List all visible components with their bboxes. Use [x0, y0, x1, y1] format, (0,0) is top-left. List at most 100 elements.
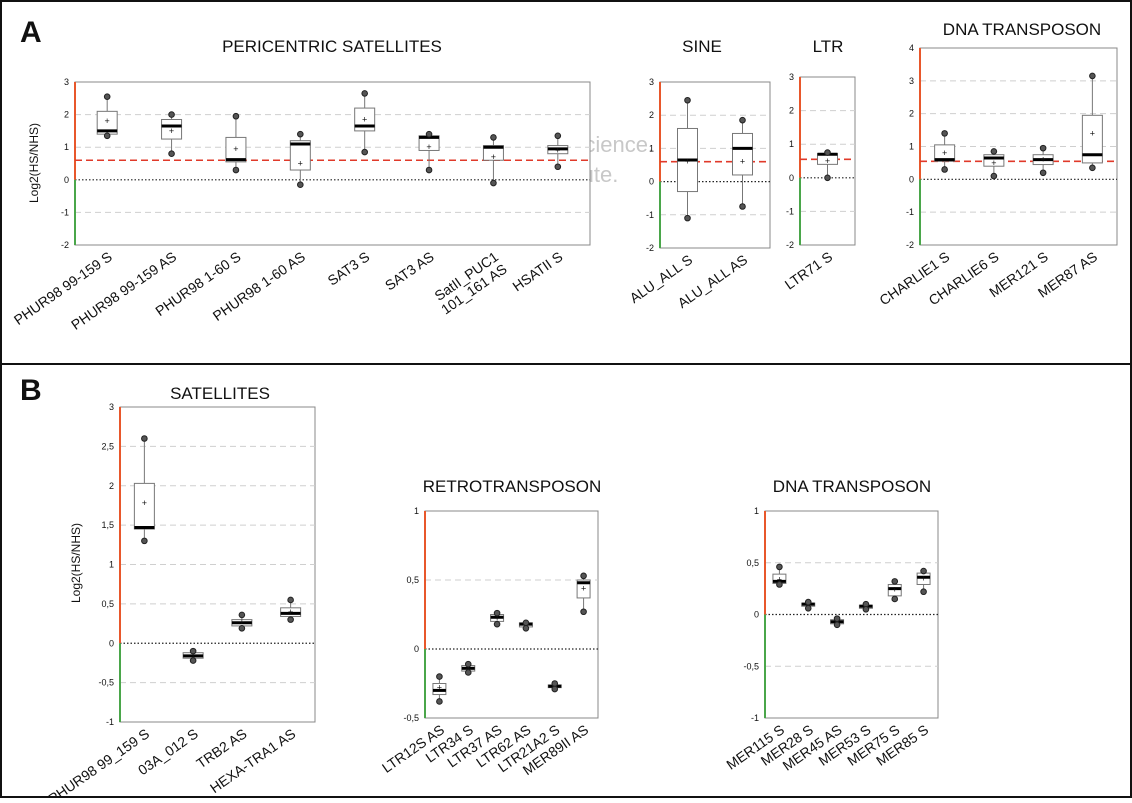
y-tick-label: 0 — [789, 173, 794, 183]
plot-frame — [659, 81, 771, 249]
plot-frame — [74, 81, 591, 246]
box-mean-marker: + — [466, 663, 471, 673]
box-iqr — [482, 145, 504, 161]
box-5: + — [887, 578, 902, 603]
box-mean-marker: + — [581, 583, 586, 593]
y-tick-label: 3 — [649, 77, 654, 87]
outlier-max — [103, 93, 111, 100]
box-6: + — [916, 567, 931, 596]
box-5: + — [354, 90, 376, 156]
box-3: + — [490, 609, 505, 628]
y-axis-label: Log2(HS/NHS) — [69, 523, 83, 603]
box-mean-marker: + — [298, 159, 303, 169]
box-iqr — [133, 482, 155, 530]
y-tick-label: -1 — [786, 206, 794, 216]
y-tick-label: 3 — [909, 76, 914, 86]
y-tick-label: 0 — [754, 610, 759, 620]
outlier-max — [580, 572, 587, 580]
y-tick-label: -1 — [61, 207, 69, 217]
y-tick-label: -0,5 — [743, 661, 759, 671]
box-2: + — [732, 116, 753, 210]
box-mean-marker: + — [921, 573, 926, 583]
outlier-min — [580, 608, 587, 616]
box-mean-marker: + — [1090, 128, 1095, 138]
plot-frame — [424, 510, 599, 719]
box-mean-marker: + — [494, 614, 499, 624]
outlier-max — [464, 660, 472, 668]
box-mean-marker: + — [362, 114, 367, 124]
y-tick-label: 2 — [909, 109, 914, 119]
box-iqr — [289, 140, 311, 171]
outlier-min — [425, 166, 433, 174]
outlier-max — [436, 673, 443, 680]
panel-b-label: B — [20, 374, 42, 407]
box-mean-marker: + — [169, 126, 174, 136]
box-iqr — [576, 579, 591, 599]
y-tick-label: -2 — [906, 240, 914, 250]
outlier-min — [522, 625, 530, 632]
outlier-min — [891, 595, 899, 603]
chart-title: DNA TRANSPOSON — [943, 20, 1101, 39]
box-iqr — [934, 144, 956, 162]
box-1: + — [432, 673, 447, 705]
box-1: + — [772, 563, 787, 588]
outlier-max — [1089, 72, 1096, 80]
outlier-max — [189, 647, 197, 655]
outlier-max — [824, 149, 831, 156]
y-tick-label: 0 — [109, 638, 114, 648]
box-mean-marker: + — [825, 156, 830, 166]
outlier-max — [941, 130, 948, 137]
y-tick-label: 1 — [909, 142, 914, 152]
y-tick-label: 0 — [64, 175, 69, 185]
outlier-max — [238, 611, 246, 619]
box-1: + — [817, 149, 838, 182]
chart-title: LTR — [813, 37, 844, 56]
y-tick-label: 0 — [909, 174, 914, 184]
box-iqr — [161, 118, 183, 140]
box-iqr — [225, 136, 247, 163]
y-tick-label: 3 — [64, 77, 69, 87]
chart-title: PERICENTRIC SATELLITES — [222, 37, 442, 56]
chart-title: DNA TRANSPOSON — [773, 477, 931, 496]
box-mean-marker: + — [142, 498, 147, 508]
box-6: + — [418, 130, 440, 174]
box-6: + — [576, 572, 591, 616]
y-tick-label: 0 — [414, 644, 419, 654]
outlier-min — [824, 174, 831, 182]
box-mean-marker: + — [777, 574, 782, 584]
outlier-min — [361, 148, 368, 156]
outlier-min — [941, 166, 948, 173]
box-1: + — [133, 435, 155, 545]
outlier-min — [862, 606, 870, 613]
box-mean-marker: + — [555, 145, 560, 155]
outlier-max — [804, 598, 812, 606]
outlier-max — [493, 609, 501, 617]
outlier-min — [238, 624, 246, 632]
box-1: + — [677, 96, 698, 222]
y-tick-label: -2 — [646, 243, 654, 253]
box-2: + — [461, 660, 476, 676]
outlier-max — [168, 111, 175, 118]
outlier-min — [684, 214, 691, 222]
y-tick-label: 1,5 — [101, 520, 114, 530]
box-mean-marker: + — [233, 144, 238, 154]
y-tick-label: 1 — [64, 142, 69, 152]
box-4: + — [858, 600, 873, 613]
outlier-max — [833, 615, 841, 622]
box-mean-marker: + — [288, 607, 293, 617]
y-tick-label: -0,5 — [98, 678, 114, 688]
outlier-max — [361, 90, 368, 97]
outlier-min — [103, 132, 111, 140]
box-2: + — [161, 111, 183, 158]
outlier-max — [990, 148, 998, 155]
box-4: + — [289, 130, 311, 188]
outlier-max — [1039, 144, 1047, 152]
outlier-min — [464, 669, 472, 676]
y-tick-label: 3 — [789, 72, 794, 82]
outlier-max — [684, 96, 691, 104]
box-2: + — [983, 148, 1005, 180]
y-tick-label: -0,5 — [403, 713, 419, 723]
outlier-min — [1089, 164, 1096, 172]
